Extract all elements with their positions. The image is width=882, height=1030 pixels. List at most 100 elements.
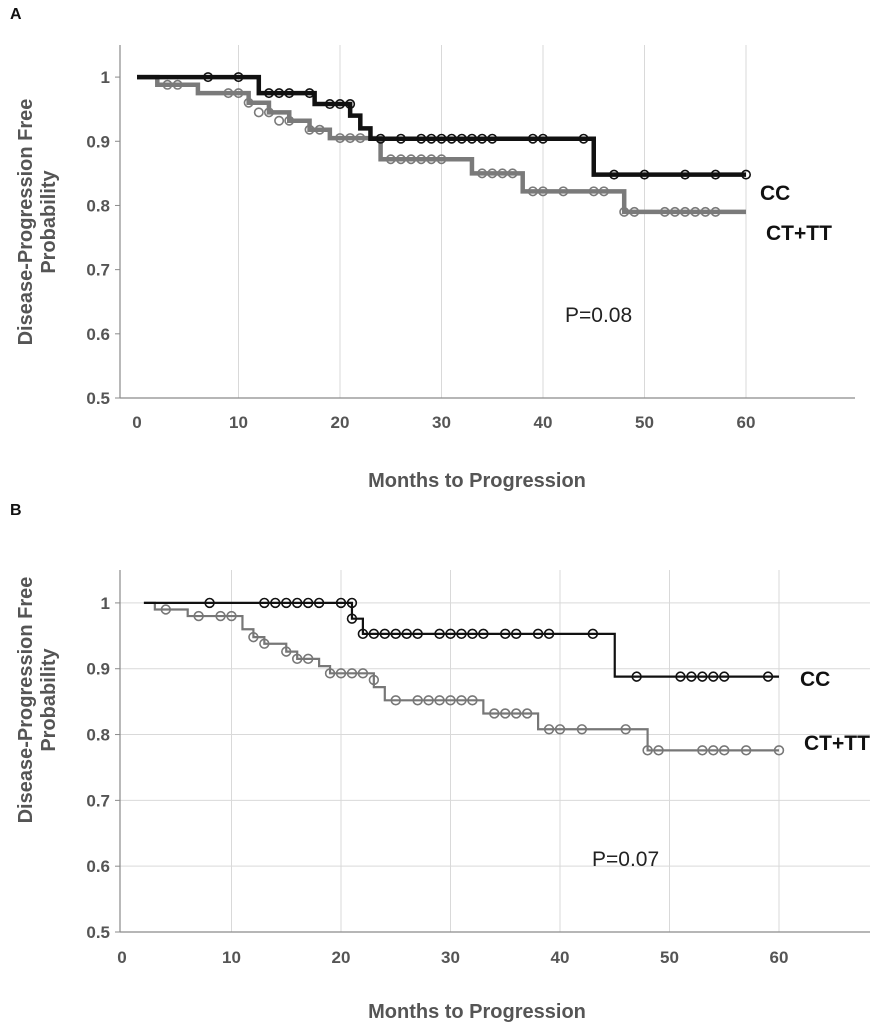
censor-marker	[259, 638, 270, 649]
series-label: CT+TT	[766, 222, 832, 245]
x-tick-label: 60	[737, 413, 756, 432]
censor-marker	[416, 133, 427, 144]
y-tick-label: 0.7	[86, 791, 110, 810]
y-tick-label: 1	[101, 68, 110, 87]
censor-marker	[416, 154, 427, 165]
censor-marker	[357, 628, 369, 640]
censor-marker	[274, 88, 285, 99]
censor-marker	[467, 695, 478, 706]
censor-marker	[642, 745, 653, 756]
y-tick-label: 1	[101, 594, 110, 613]
series-label: CC	[760, 182, 790, 205]
censor-marker	[740, 745, 752, 756]
censor-marker	[659, 206, 670, 217]
censor-marker	[375, 133, 386, 144]
censor-marker	[521, 708, 533, 719]
x-tick-label: 10	[229, 413, 248, 432]
censor-marker	[270, 597, 281, 609]
censor-marker	[708, 671, 719, 682]
censor-marker	[507, 168, 518, 179]
censor-marker	[487, 168, 498, 179]
censor-marker	[578, 133, 589, 144]
censor-marker	[436, 133, 447, 144]
y-tick-label: 0.5	[86, 923, 110, 942]
series-label: CT+TT	[804, 732, 870, 755]
censor-marker	[281, 646, 292, 657]
censor-marker	[467, 628, 478, 640]
censor-marker	[426, 154, 437, 165]
censor-marker	[690, 206, 701, 217]
censor-marker	[233, 88, 244, 99]
x-axis-title: Months to Progression	[368, 470, 586, 492]
censor-marker	[446, 133, 457, 144]
censor-marker	[324, 99, 335, 110]
censor-marker	[489, 708, 500, 719]
censor-marker	[456, 133, 467, 144]
censor-marker	[434, 628, 445, 640]
series-line-cc	[137, 74, 746, 177]
censor-marker	[719, 671, 730, 682]
x-tick-label: 20	[332, 948, 351, 967]
censor-marker	[708, 745, 719, 756]
censor-marker	[233, 72, 244, 83]
censor-marker	[368, 674, 380, 686]
censor-marker	[162, 79, 173, 90]
censor-marker	[576, 724, 588, 735]
censor-marker	[762, 671, 774, 682]
censor-marker	[554, 724, 566, 735]
censor-marker	[334, 99, 345, 110]
censor-marker	[686, 671, 697, 682]
series-line-ct-tt	[143, 601, 779, 752]
censor-marker	[401, 628, 412, 640]
censor-marker	[629, 206, 640, 217]
censor-marker	[537, 186, 548, 197]
censor-marker	[412, 695, 423, 706]
censor-marker	[511, 628, 522, 640]
censor-marker	[543, 628, 555, 640]
y-tick-label: 0.6	[86, 857, 110, 876]
censor-marker	[445, 695, 456, 706]
censor-marker	[697, 671, 708, 682]
censor-marker	[390, 695, 401, 706]
censor-marker	[500, 628, 511, 640]
censor-marker	[527, 186, 538, 197]
censor-marker	[773, 745, 785, 756]
censor-marker	[537, 133, 548, 144]
censor-marker	[368, 628, 380, 640]
censor-marker	[304, 88, 315, 99]
panel-label-a: A	[10, 6, 22, 23]
censor-marker	[335, 597, 347, 609]
censor-marker	[395, 133, 406, 144]
censor-marker	[558, 186, 569, 197]
censor-marker	[193, 610, 204, 622]
y-tick-label: 0.9	[86, 132, 110, 151]
censor-marker	[253, 107, 264, 118]
censor-marker	[334, 133, 345, 144]
censor-marker	[357, 668, 369, 679]
censor-marker	[587, 628, 599, 640]
censor-marker	[669, 206, 680, 217]
censor-marker	[259, 597, 270, 609]
censor-marker	[248, 631, 259, 643]
censor-marker	[263, 88, 274, 99]
censor-marker	[215, 610, 226, 622]
x-tick-label: 50	[635, 413, 654, 432]
censor-marker	[588, 186, 599, 197]
censor-marker	[304, 124, 315, 135]
censor-marker	[434, 695, 445, 706]
x-tick-label: 0	[117, 948, 126, 967]
censor-marker	[740, 169, 751, 180]
censor-marker	[719, 745, 730, 756]
censor-marker	[345, 133, 356, 144]
x-tick-label: 0	[132, 413, 141, 432]
censor-marker	[445, 628, 456, 640]
censor-marker	[543, 724, 555, 735]
censor-marker	[385, 154, 396, 165]
censor-marker	[609, 169, 620, 180]
censor-marker	[226, 610, 237, 622]
censor-marker	[456, 628, 467, 640]
censor-marker	[324, 668, 336, 679]
censor-marker	[314, 124, 325, 135]
censor-marker	[511, 708, 522, 719]
